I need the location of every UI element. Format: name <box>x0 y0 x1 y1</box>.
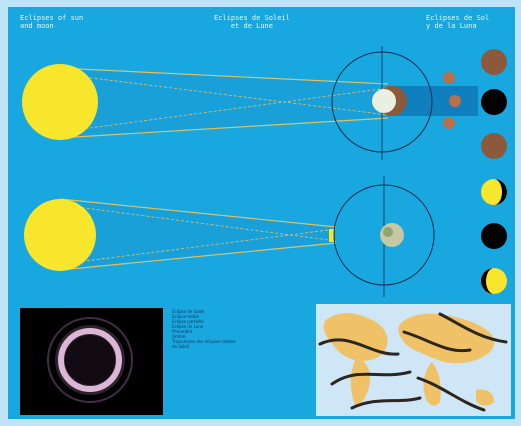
umbra-cone <box>60 199 336 270</box>
solar-eclipse-diagram <box>24 176 435 297</box>
moon-phase-small <box>449 95 461 107</box>
eclipse-paths <box>318 312 508 412</box>
ray-line <box>59 242 337 271</box>
ray-line <box>59 73 389 116</box>
title-right: Eclipses de Sol y de la Luna <box>426 14 490 30</box>
solar-phase-start <box>481 179 507 205</box>
title-left: Eclipses of sun and moon <box>20 14 84 30</box>
legend-line: de Soleil <box>172 344 190 349</box>
legend-line: Eclipse de Lune <box>172 324 204 329</box>
solar-phase-shadow <box>481 268 494 294</box>
lunar-phase-dark <box>481 89 507 115</box>
sun-lower <box>24 199 96 271</box>
ray-line <box>57 67 389 85</box>
eclipse-map <box>316 304 511 416</box>
legend-line: Pénombre <box>172 329 193 334</box>
phase-column <box>481 49 507 294</box>
continent-mark <box>383 227 393 237</box>
sun-upper <box>22 64 98 140</box>
ray-line <box>59 198 337 228</box>
moon-lit <box>329 229 334 242</box>
legend-line: Ombre <box>172 334 186 339</box>
legend: Eclipse de Soleil Eclipse totale Eclipse… <box>172 309 302 349</box>
moon-phase-small <box>443 117 455 129</box>
lunar-eclipse-diagram <box>22 46 478 160</box>
lunar-phase-red <box>481 133 507 159</box>
ray-line <box>59 87 389 133</box>
legend-line: Eclipse partielle <box>172 319 204 324</box>
moon-phase-small <box>443 72 455 84</box>
legend-line: Trajectoires des éclipses totales <box>172 339 236 344</box>
ray-line <box>61 228 337 265</box>
solar-phase-total <box>481 223 507 249</box>
corona-photo <box>20 308 163 415</box>
legend-line: Eclipse totale <box>172 314 199 319</box>
title-center: Eclipses de Soleil et de Lune <box>214 14 290 30</box>
earth-upper <box>372 89 396 113</box>
solar-phase-shadow <box>494 179 507 205</box>
penumbra-cone <box>58 68 388 138</box>
legend-line: Eclipse de Soleil <box>172 309 205 314</box>
ray-line <box>57 117 389 139</box>
lunar-phase-red <box>481 49 507 75</box>
solar-phase-end <box>481 268 507 294</box>
